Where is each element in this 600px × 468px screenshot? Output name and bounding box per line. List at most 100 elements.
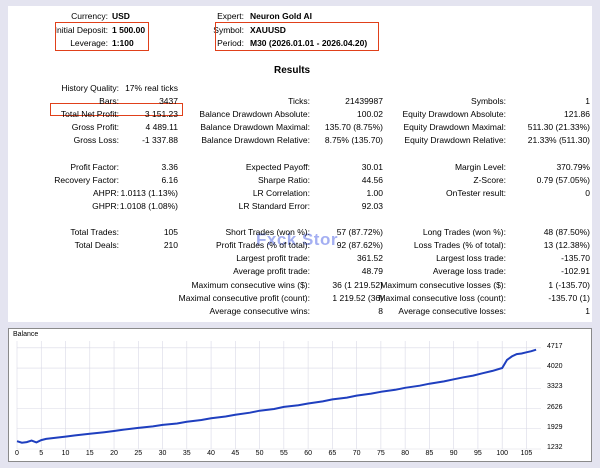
stat-col3-value: 511.30 (21.33%) (527, 122, 590, 132)
stat-col1-label: Bars: (99, 96, 119, 106)
stat-col1-value: 210 (163, 240, 178, 250)
net-profit-highlight-box (50, 103, 183, 116)
stat-col3-value: 0.79 (57.05%) (536, 175, 590, 185)
stat-col1-label: History Quality: (61, 83, 119, 93)
stat-col3-label: Symbols: (471, 96, 506, 106)
stat-col3-value: -102.91 (561, 266, 590, 276)
stat-col1-label: Gross Profit: (71, 122, 119, 132)
x-tick-label: 35 (182, 450, 191, 457)
stat-col2-label: Maximum consecutive wins ($): (191, 280, 310, 290)
currency-label: Currency: (71, 11, 108, 21)
stat-col3-value: 370.79% (556, 162, 590, 172)
x-tick-label: 40 (207, 450, 215, 457)
stat-col1-value: 3 151.23 (144, 109, 178, 119)
y-tick-label: 1929 (547, 423, 563, 431)
stat-col1-label: GHPR: (92, 201, 119, 211)
x-tick-label: 95 (474, 450, 482, 457)
deposit-highlight-box (55, 22, 149, 51)
stat-col3-label: Equity Drawdown Relative: (404, 135, 506, 145)
x-tick-label: 85 (425, 450, 434, 457)
stat-col2-value: 36 (1 219.52) (332, 280, 383, 290)
stat-col2-label: Expected Payoff: (245, 162, 310, 172)
stat-col2-value: 1.00 (366, 188, 383, 198)
x-tick-label: 25 (134, 450, 143, 457)
stat-col2-label: LR Correlation: (252, 188, 310, 198)
stat-col1-label: Gross Loss: (73, 135, 119, 145)
stat-col3-value: 48 (87.50%) (543, 227, 590, 237)
y-tick-label: 1232 (547, 444, 563, 451)
stat-col1-label: Profit Factor: (70, 162, 119, 172)
x-tick-label: 60 (304, 450, 313, 457)
stat-col3-value: 1 (585, 306, 590, 316)
stat-col2-label: Short Trades (won %): (225, 227, 310, 237)
results-report: Currency: USD Initial Deposit: 1 500.00 … (8, 6, 592, 322)
period-label: Period: (217, 38, 244, 48)
stat-col3-value: -135.70 (1) (548, 293, 590, 303)
stat-col2-value: 361.52 (357, 253, 383, 263)
stat-col1-label: Total Deals: (74, 240, 119, 250)
stat-col1-value: 105 (163, 227, 178, 237)
x-tick-label: 5 (39, 450, 44, 457)
stat-col1-value: 1.0113 (1.13%) (120, 188, 179, 198)
stat-col2-value: 92 (87.62%) (336, 240, 383, 250)
stat-col2-value: 135.70 (8.75%) (324, 122, 383, 132)
x-tick-label: 50 (255, 450, 264, 457)
stat-col2-value: 57 (87.72%) (336, 227, 383, 237)
stat-col2-label: Profit Trades (% of total): (215, 240, 310, 250)
period-value: M30 (2026.01.01 - 2026.04.20) (250, 38, 368, 48)
stat-col3-label: Average consecutive losses: (398, 306, 506, 316)
stat-col2-label: Average profit trade: (233, 266, 310, 276)
balance-chart-svg (16, 341, 541, 450)
stat-col2-label: Balance Drawdown Absolute: (199, 109, 310, 119)
stat-col3-value: 0 (585, 188, 590, 198)
balance-series-line (16, 348, 537, 444)
stat-col2-value: 48.79 (361, 266, 383, 276)
chart-title: Balance (13, 331, 39, 338)
stat-col3-label: Equity Drawdown Absolute: (402, 109, 506, 119)
y-tick-label: 4717 (547, 342, 563, 350)
x-tick-label: 0 (15, 450, 19, 457)
stat-col2-value: 8 (378, 306, 383, 316)
stat-col2-value: 30.01 (361, 162, 383, 172)
x-tick-label: 45 (231, 450, 240, 457)
stat-col3-label: Average loss trade: (432, 266, 506, 276)
stat-col2-value: 92.03 (361, 201, 383, 211)
stat-col2-label: Average consecutive wins: (209, 306, 310, 316)
x-tick-label: 65 (328, 450, 337, 457)
stat-col3-label: Maximum consecutive losses ($): (380, 280, 506, 290)
stat-col3-label: Largest loss trade: (436, 253, 506, 263)
stat-col3-value: 1 (585, 96, 590, 106)
stat-col1-label: AHPR: (93, 188, 119, 198)
watermark-logo: Fxck Stor (256, 230, 338, 249)
stat-col2-label: Balance Drawdown Maximal: (200, 122, 310, 132)
x-tick-label: 70 (352, 450, 361, 457)
initial-deposit-label: Initial Deposit: (54, 25, 108, 35)
y-tick-label: 2626 (547, 403, 563, 411)
stat-col2-label: LR Standard Error: (238, 201, 310, 211)
symbol-period-highlight-box (215, 22, 379, 51)
leverage-label: Leverage: (70, 38, 108, 48)
stat-col1-value: 1.0108 (1.08%) (119, 201, 178, 211)
x-tick-label: 10 (61, 450, 70, 457)
stat-col3-label: Margin Level: (454, 162, 506, 172)
x-tick-label: 80 (401, 450, 410, 457)
stat-col2-value: 100.02 (357, 109, 383, 119)
stat-col2-label: Maximal consecutive profit (count): (178, 293, 310, 303)
stat-col3-value: 21.33% (511.30) (527, 135, 590, 145)
stat-col3-value: -135.70 (561, 253, 590, 263)
x-tick-label: 30 (158, 450, 167, 457)
expert-value: Neuron Gold AI (250, 11, 313, 21)
stat-col3-label: Loss Trades (% of total): (413, 240, 506, 250)
leverage-value: 1:100 (112, 38, 134, 48)
x-tick-label: 100 (496, 450, 509, 457)
x-tick-label: 15 (85, 450, 94, 457)
stat-col1-value: 17% real ticks (125, 83, 178, 93)
stat-col3-label: Z-Score: (473, 175, 506, 185)
stat-col2-value: 1 219.52 (36) (332, 293, 383, 303)
stat-col2-label: Sharpe Ratio: (258, 175, 310, 185)
stat-col1-value: -1 337.88 (142, 135, 178, 145)
stat-col3-value: 121.86 (564, 109, 590, 119)
stat-col1-value: 3437 (159, 96, 178, 106)
stat-col3-label: Maximal consecutive loss (count): (378, 293, 506, 303)
symbol-value: XAUUSD (250, 25, 286, 35)
